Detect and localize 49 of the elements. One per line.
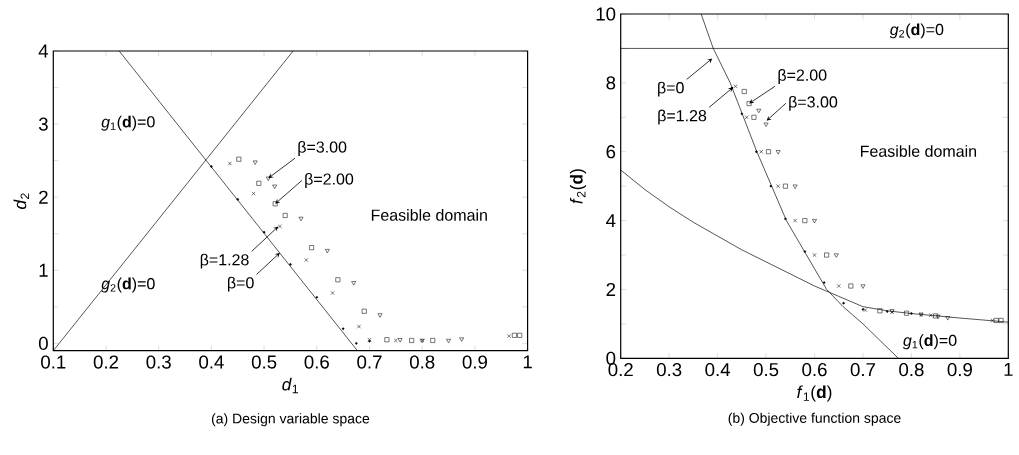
x-tick-label: 0.5: [753, 363, 779, 377]
annotation: β=2.00: [305, 173, 354, 188]
x-tick-label: 0.6: [802, 363, 827, 377]
x-tick-label: 0.2: [608, 363, 633, 377]
annotation: Feasible domain: [861, 145, 977, 157]
x-tick-label: 0.8: [409, 355, 435, 369]
y-tick-label: 1: [39, 263, 48, 277]
x-tick-label: 0.4: [199, 355, 224, 369]
x-tick-label: 0.1: [41, 355, 66, 369]
x-tick-label: 0.8: [899, 363, 924, 377]
x-tick-label: 0.3: [656, 363, 682, 377]
x-tick-label: 0.4: [705, 363, 731, 377]
x-tick-label: 0.5: [251, 355, 277, 369]
y-axis-title: f$_{2}$(d): [569, 169, 587, 204]
y-tick-label: 4: [38, 44, 49, 58]
x-tick-label: 0.9: [462, 355, 487, 369]
annotation: β=2.00: [778, 69, 827, 84]
x-tick-label: 0.7: [850, 363, 876, 377]
x-axis-title: d$_{1}$: [282, 377, 298, 394]
x-tick-label: 1: [523, 355, 532, 369]
text: (a) Design variable space: [211, 413, 370, 427]
text: (b) Objective function space: [728, 412, 901, 426]
annotation: g$_{1}$(d)=0: [902, 334, 957, 350]
annotation: Feasible domain: [371, 209, 487, 221]
x-axis-title: f$_{1}$(d): [797, 385, 832, 402]
y-tick-label: 0: [38, 336, 48, 350]
x-tick-label: 0.2: [93, 355, 119, 369]
y-tick-label: 3: [38, 117, 48, 131]
annotation: β=1.28: [658, 109, 707, 125]
annotation: g$_{1}$(d)=0: [101, 115, 155, 131]
annotation: g$_{2}$(d)=0: [101, 277, 155, 293]
annotation: β=1.28: [200, 253, 249, 269]
x-tick-label: 0.7: [357, 355, 382, 369]
y-tick-label: 8: [606, 76, 616, 90]
y-tick-label: 2: [39, 190, 48, 204]
y-tick-label: 2: [606, 282, 616, 296]
x-tick-label: 0.6: [304, 355, 329, 369]
y-axis-title: d$_{2}$: [13, 193, 30, 210]
y-tick-label: 4: [606, 214, 616, 228]
x-tick-label: 0.9: [947, 363, 972, 377]
y-tick-label: 6: [606, 145, 616, 159]
annotation: β=0: [228, 276, 254, 292]
annotation: β=3.00: [298, 141, 347, 156]
annotation: β=0: [658, 81, 684, 97]
y-tick-label: 10: [596, 7, 616, 21]
annotation: β=3.00: [789, 95, 838, 111]
x-tick-label: 1: [1004, 363, 1013, 376]
annotation: g$_{2}$(d)=0: [889, 23, 944, 39]
x-tick-label: 0.3: [146, 355, 171, 369]
